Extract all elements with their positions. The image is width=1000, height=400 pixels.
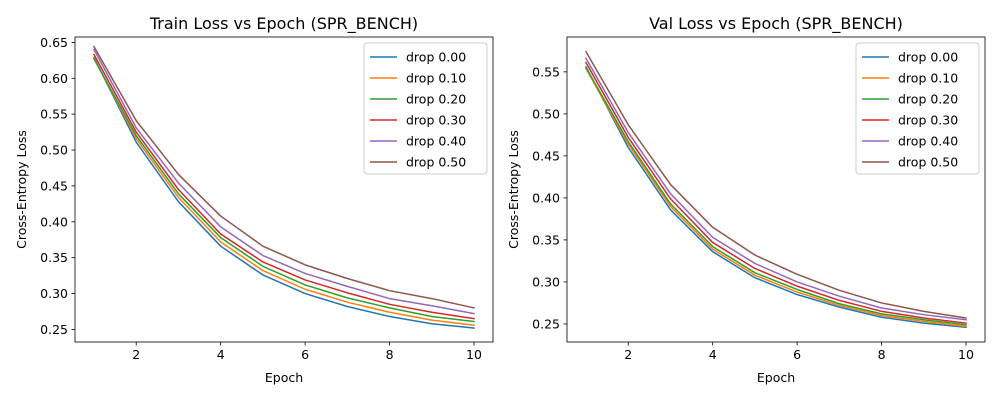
series-line	[92, 45, 475, 309]
y-tick-label: 0.30	[40, 286, 68, 301]
legend-label: drop 0.00	[898, 50, 958, 65]
legend-label: drop 0.10	[406, 71, 466, 86]
y-axis-label: Cross-Entropy Loss	[14, 130, 29, 249]
x-axis-label: Epoch	[757, 370, 795, 385]
series-line	[584, 67, 967, 328]
x-tick-label: 2	[624, 347, 632, 362]
y-tick-label: 0.25	[532, 316, 560, 331]
legend-label: drop 0.20	[406, 92, 466, 107]
series-line	[584, 61, 967, 324]
x-tick-label: 8	[878, 347, 886, 362]
axes-frame	[74, 36, 494, 343]
x-axis-label: Epoch	[265, 370, 303, 385]
y-tick-label: 0.60	[40, 71, 68, 86]
y-tick-label: 0.65	[40, 35, 68, 50]
series-line	[92, 48, 475, 315]
y-tick-label: 0.30	[532, 274, 560, 289]
x-tick-label: 10	[958, 347, 974, 362]
legend-label: drop 0.50	[406, 155, 466, 170]
legend-label: drop 0.20	[898, 92, 958, 107]
series-line	[584, 65, 967, 329]
y-tick-label: 0.45	[532, 148, 560, 163]
legend-label: drop 0.00	[406, 50, 466, 65]
x-tick-label: 4	[709, 347, 717, 362]
x-tick-label: 2	[132, 347, 140, 362]
legend-label: drop 0.40	[406, 134, 466, 149]
y-tick-label: 0.50	[532, 106, 560, 121]
x-tick-label: 6	[301, 347, 309, 362]
x-tick-label: 10	[466, 347, 482, 362]
y-axis-label: Cross-Entropy Loss	[506, 130, 521, 249]
series-lines	[92, 45, 475, 329]
y-tick-label: 0.55	[40, 107, 68, 122]
legend-label: drop 0.30	[406, 113, 466, 128]
y-tick-label: 0.45	[40, 178, 68, 193]
y-tick-label: 0.40	[532, 190, 560, 205]
series-line	[92, 57, 475, 326]
y-tick-label: 0.25	[40, 322, 68, 337]
legend-label: drop 0.50	[898, 155, 958, 170]
series-line	[92, 57, 475, 323]
x-tick-label: 4	[217, 347, 225, 362]
chart-panel-1: Train Loss vs Epoch (SPR_BENCH) 2 4 6 8 10 0.2…	[14, 14, 494, 385]
x-tick-label: 8	[386, 347, 394, 362]
series-line	[92, 53, 475, 320]
y-tick-label: 0.35	[532, 232, 560, 247]
y-tick-label: 0.35	[40, 250, 68, 265]
axes-frame	[566, 36, 986, 343]
y-tick-label: 0.40	[40, 214, 68, 229]
legend: drop 0.00 drop 0.10 drop 0.20 drop 0.30 drop…	[363, 42, 488, 175]
legend: drop 0.00 drop 0.10 drop 0.20 drop 0.30 drop…	[855, 42, 980, 175]
legend-label: drop 0.10	[898, 71, 958, 86]
y-tick-label: 0.50	[40, 143, 68, 158]
x-tick-label: 6	[793, 347, 801, 362]
chart-title: Train Loss vs Epoch (SPR_BENCH)	[149, 14, 418, 34]
legend-label: drop 0.40	[898, 134, 958, 149]
chart-title: Val Loss vs Epoch (SPR_BENCH)	[649, 14, 903, 34]
series-line	[92, 56, 475, 329]
series-lines	[584, 50, 967, 329]
series-line	[584, 50, 967, 319]
y-tick-label: 0.55	[532, 64, 560, 79]
legend-label: drop 0.30	[898, 113, 958, 128]
series-line	[584, 66, 967, 326]
series-line	[584, 57, 967, 321]
chart-panel-2: Val Loss vs Epoch (SPR_BENCH) 2 4 6 8 10 0.25 0…	[506, 14, 986, 385]
